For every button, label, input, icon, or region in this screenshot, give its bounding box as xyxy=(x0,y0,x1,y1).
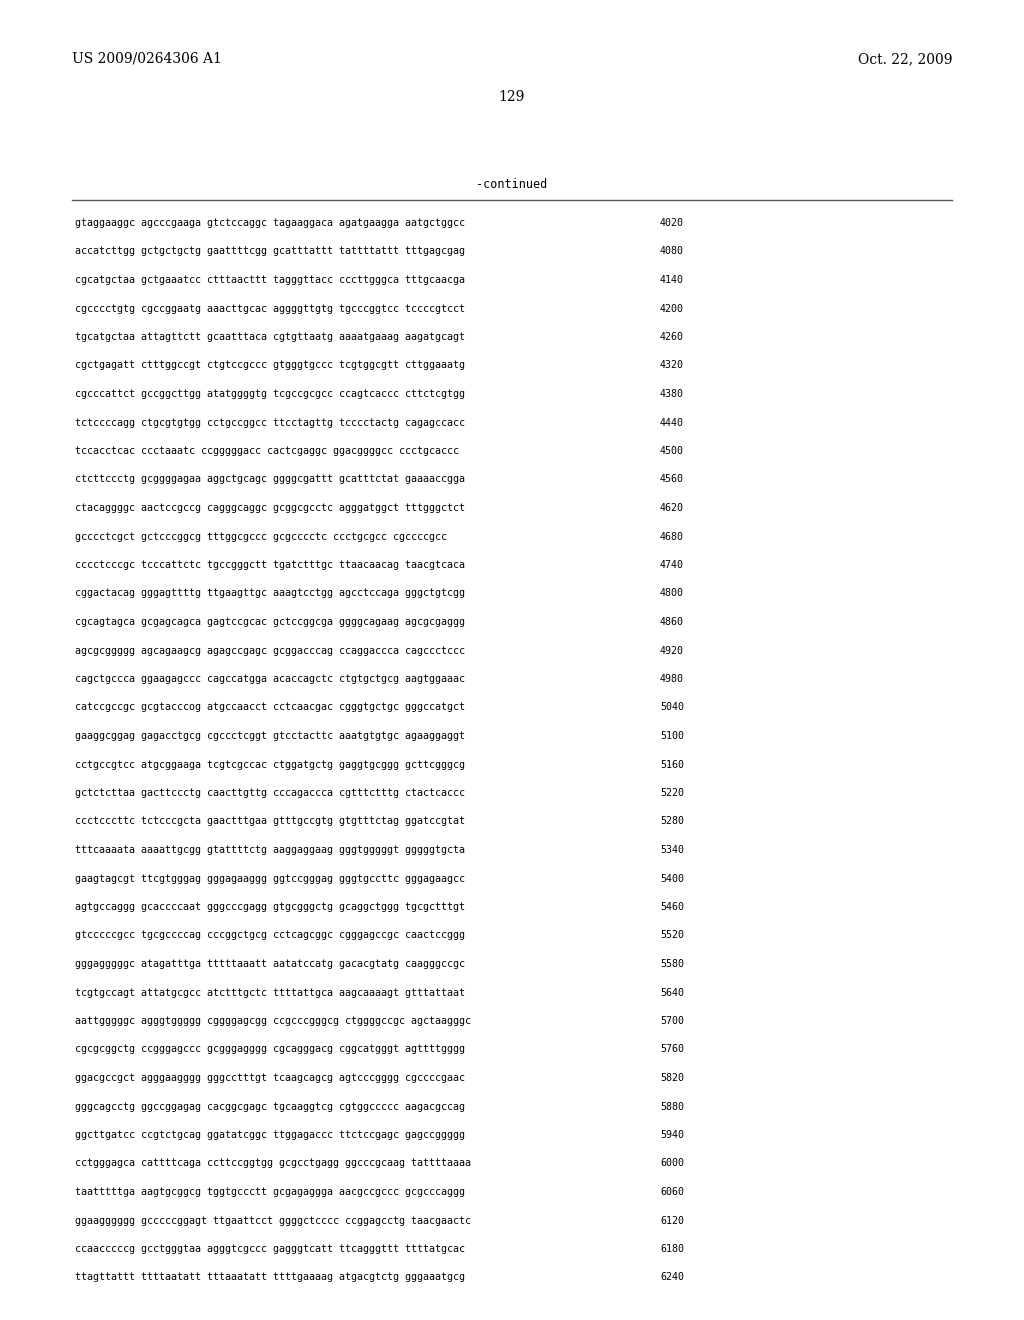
Text: ggcttgatcc ccgtctgcag ggatatcggc ttggagaccc ttctccgagc gagccggggg: ggcttgatcc ccgtctgcag ggatatcggc ttggaga… xyxy=(75,1130,465,1140)
Text: cccctcccgc tcccattctc tgccgggctt tgatctttgc ttaacaacag taacgtcaca: cccctcccgc tcccattctc tgccgggctt tgatctt… xyxy=(75,560,465,570)
Text: tgcatgctaa attagttctt gcaatttaca cgtgttaatg aaaatgaaag aagatgcagt: tgcatgctaa attagttctt gcaatttaca cgtgtta… xyxy=(75,333,465,342)
Text: 6000: 6000 xyxy=(660,1159,684,1168)
Text: catccgccgc gcgtacccog atgccaacct cctcaacgac cgggtgctgc gggccatgct: catccgccgc gcgtacccog atgccaacct cctcaac… xyxy=(75,702,465,713)
Text: cgctgagatt ctttggccgt ctgtccgccc gtgggtgccc tcgtggcgtt cttggaaatg: cgctgagatt ctttggccgt ctgtccgccc gtgggtg… xyxy=(75,360,465,371)
Text: 5940: 5940 xyxy=(660,1130,684,1140)
Text: 5220: 5220 xyxy=(660,788,684,799)
Text: 5100: 5100 xyxy=(660,731,684,741)
Text: cgcgcggctg ccgggagccc gcgggagggg cgcagggacg cggcatgggt agttttgggg: cgcgcggctg ccgggagccc gcgggagggg cgcaggg… xyxy=(75,1044,465,1055)
Text: cagctgccca ggaagagccc cagccatgga acaccagctc ctgtgctgcg aagtggaaac: cagctgccca ggaagagccc cagccatgga acaccag… xyxy=(75,675,465,684)
Text: 6180: 6180 xyxy=(660,1243,684,1254)
Text: tctccccagg ctgcgtgtgg cctgccggcc ttcctagttg tcccctactg cagagccacc: tctccccagg ctgcgtgtgg cctgccggcc ttcctag… xyxy=(75,417,465,428)
Text: 5640: 5640 xyxy=(660,987,684,998)
Text: tttcaaaata aaaattgcgg gtattttctg aaggaggaag gggtgggggt gggggtgcta: tttcaaaata aaaattgcgg gtattttctg aaggagg… xyxy=(75,845,465,855)
Text: cctgggagca cattttcaga ccttccggtgg gcgcctgagg ggcccgcaag tattttaaaa: cctgggagca cattttcaga ccttccggtgg gcgcct… xyxy=(75,1159,471,1168)
Text: 6120: 6120 xyxy=(660,1216,684,1225)
Text: cgcccctgtg cgccggaatg aaacttgcac aggggttgtg tgcccggtcc tccccgtcct: cgcccctgtg cgccggaatg aaacttgcac aggggtt… xyxy=(75,304,465,314)
Text: 5160: 5160 xyxy=(660,759,684,770)
Text: 6060: 6060 xyxy=(660,1187,684,1197)
Text: tccacctcac ccctaaatc ccgggggacc cactcgaggc ggacggggcc ccctgcaccc: tccacctcac ccctaaatc ccgggggacc cactcgag… xyxy=(75,446,459,455)
Text: 5880: 5880 xyxy=(660,1101,684,1111)
Text: 4320: 4320 xyxy=(660,360,684,371)
Text: 5700: 5700 xyxy=(660,1016,684,1026)
Text: gggagggggc atagatttga tttttaaatt aatatccatg gacacgtatg caagggccgc: gggagggggc atagatttga tttttaaatt aatatcc… xyxy=(75,960,465,969)
Text: gaaggcggag gagacctgcg cgccctcggt gtcctacttc aaatgtgtgc agaaggaggt: gaaggcggag gagacctgcg cgccctcggt gtcctac… xyxy=(75,731,465,741)
Text: gtaggaaggc agcccgaaga gtctccaggc tagaaggaca agatgaagga aatgctggcc: gtaggaaggc agcccgaaga gtctccaggc tagaagg… xyxy=(75,218,465,228)
Text: ttagttattt ttttaatatt tttaaatatt ttttgaaaag atgacgtctg gggaaatgcg: ttagttattt ttttaatatt tttaaatatt ttttgaa… xyxy=(75,1272,465,1283)
Text: cggactacag gggagttttg ttgaagttgc aaagtcctgg agcctccaga gggctgtcgg: cggactacag gggagttttg ttgaagttgc aaagtcc… xyxy=(75,589,465,598)
Text: 5340: 5340 xyxy=(660,845,684,855)
Text: 4560: 4560 xyxy=(660,474,684,484)
Text: accatcttgg gctgctgctg gaattttcgg gcatttattt tattttattt tttgagcgag: accatcttgg gctgctgctg gaattttcgg gcattta… xyxy=(75,247,465,256)
Text: -continued: -continued xyxy=(476,178,548,191)
Text: agcgcggggg agcagaagcg agagccgagc gcggacccag ccaggaccca cagccctccc: agcgcggggg agcagaagcg agagccgagc gcggacc… xyxy=(75,645,465,656)
Text: 4920: 4920 xyxy=(660,645,684,656)
Text: agtgccaggg gcaccccaat gggcccgagg gtgcgggctg gcaggctggg tgcgctttgt: agtgccaggg gcaccccaat gggcccgagg gtgcggg… xyxy=(75,902,465,912)
Text: 5820: 5820 xyxy=(660,1073,684,1082)
Text: 4440: 4440 xyxy=(660,417,684,428)
Text: 4860: 4860 xyxy=(660,616,684,627)
Text: Oct. 22, 2009: Oct. 22, 2009 xyxy=(857,51,952,66)
Text: US 2009/0264306 A1: US 2009/0264306 A1 xyxy=(72,51,222,66)
Text: taatttttga aagtgcggcg tggtgccctt gcgagaggga aacgccgccc gcgcccaggg: taatttttga aagtgcggcg tggtgccctt gcgagag… xyxy=(75,1187,465,1197)
Text: gctctcttaa gacttccctg caacttgttg cccagaccca cgtttctttg ctactcaccc: gctctcttaa gacttccctg caacttgttg cccagac… xyxy=(75,788,465,799)
Text: 4200: 4200 xyxy=(660,304,684,314)
Text: ggaagggggg gcccccggagt ttgaattcct ggggctcccc ccggagcctg taacgaactc: ggaagggggg gcccccggagt ttgaattcct ggggct… xyxy=(75,1216,471,1225)
Text: cgcccattct gccggcttgg atatggggtg tcgccgcgcc ccagtcaccc cttctcgtgg: cgcccattct gccggcttgg atatggggtg tcgccgc… xyxy=(75,389,465,399)
Text: cctgccgtcc atgcggaaga tcgtcgccac ctggatgctg gaggtgcggg gcttcgggcg: cctgccgtcc atgcggaaga tcgtcgccac ctggatg… xyxy=(75,759,465,770)
Text: 5460: 5460 xyxy=(660,902,684,912)
Text: gcccctcgct gctcccggcg tttggcgccc gcgcccctc ccctgcgcc cgccccgcc: gcccctcgct gctcccggcg tttggcgccc gcgcccc… xyxy=(75,532,447,541)
Text: 6240: 6240 xyxy=(660,1272,684,1283)
Text: 5280: 5280 xyxy=(660,817,684,826)
Text: aattgggggc agggtggggg cggggagcgg ccgcccgggcg ctggggccgc agctaagggc: aattgggggc agggtggggg cggggagcgg ccgcccg… xyxy=(75,1016,471,1026)
Text: 4020: 4020 xyxy=(660,218,684,228)
Text: 5580: 5580 xyxy=(660,960,684,969)
Text: 4800: 4800 xyxy=(660,589,684,598)
Text: ccctcccttc tctcccgcta gaactttgaa gtttgccgtg gtgtttctag ggatccgtat: ccctcccttc tctcccgcta gaactttgaa gtttgcc… xyxy=(75,817,465,826)
Text: ggacgccgct agggaagggg gggcctttgt tcaagcagcg agtcccgggg cgccccgaac: ggacgccgct agggaagggg gggcctttgt tcaagca… xyxy=(75,1073,465,1082)
Text: 4140: 4140 xyxy=(660,275,684,285)
Text: 5520: 5520 xyxy=(660,931,684,940)
Text: ccaacccccg gcctgggtaa agggtcgccc gagggtcatt ttcagggttt ttttatgcac: ccaacccccg gcctgggtaa agggtcgccc gagggtc… xyxy=(75,1243,465,1254)
Text: gtcccccgcc tgcgccccag cccggctgcg cctcagcggc cgggagccgc caactccggg: gtcccccgcc tgcgccccag cccggctgcg cctcagc… xyxy=(75,931,465,940)
Text: 5400: 5400 xyxy=(660,874,684,883)
Text: 4620: 4620 xyxy=(660,503,684,513)
Text: cgcagtagca gcgagcagca gagtccgcac gctccggcga ggggcagaag agcgcgaggg: cgcagtagca gcgagcagca gagtccgcac gctccgg… xyxy=(75,616,465,627)
Text: tcgtgccagt attatgcgcc atctttgctc ttttattgca aagcaaaagt gtttattaat: tcgtgccagt attatgcgcc atctttgctc ttttatt… xyxy=(75,987,465,998)
Text: 4740: 4740 xyxy=(660,560,684,570)
Text: 4500: 4500 xyxy=(660,446,684,455)
Text: gaagtagcgt ttcgtgggag gggagaaggg ggtccgggag gggtgccttc gggagaagcc: gaagtagcgt ttcgtgggag gggagaaggg ggtccgg… xyxy=(75,874,465,883)
Text: cgcatgctaa gctgaaatcc ctttaacttt tagggttacc cccttgggca tttgcaacga: cgcatgctaa gctgaaatcc ctttaacttt tagggtt… xyxy=(75,275,465,285)
Text: 4680: 4680 xyxy=(660,532,684,541)
Text: 5040: 5040 xyxy=(660,702,684,713)
Text: ctacaggggc aactccgccg cagggcaggc gcggcgcctc agggatggct tttgggctct: ctacaggggc aactccgccg cagggcaggc gcggcgc… xyxy=(75,503,465,513)
Text: 4380: 4380 xyxy=(660,389,684,399)
Text: ctcttccctg gcggggagaa aggctgcagc ggggcgattt gcatttctat gaaaaccgga: ctcttccctg gcggggagaa aggctgcagc ggggcga… xyxy=(75,474,465,484)
Text: 4980: 4980 xyxy=(660,675,684,684)
Text: 5760: 5760 xyxy=(660,1044,684,1055)
Text: 4260: 4260 xyxy=(660,333,684,342)
Text: 4080: 4080 xyxy=(660,247,684,256)
Text: gggcagcctg ggccggagag cacggcgagc tgcaaggtcg cgtggccccc aagacgccag: gggcagcctg ggccggagag cacggcgagc tgcaagg… xyxy=(75,1101,465,1111)
Text: 129: 129 xyxy=(499,90,525,104)
